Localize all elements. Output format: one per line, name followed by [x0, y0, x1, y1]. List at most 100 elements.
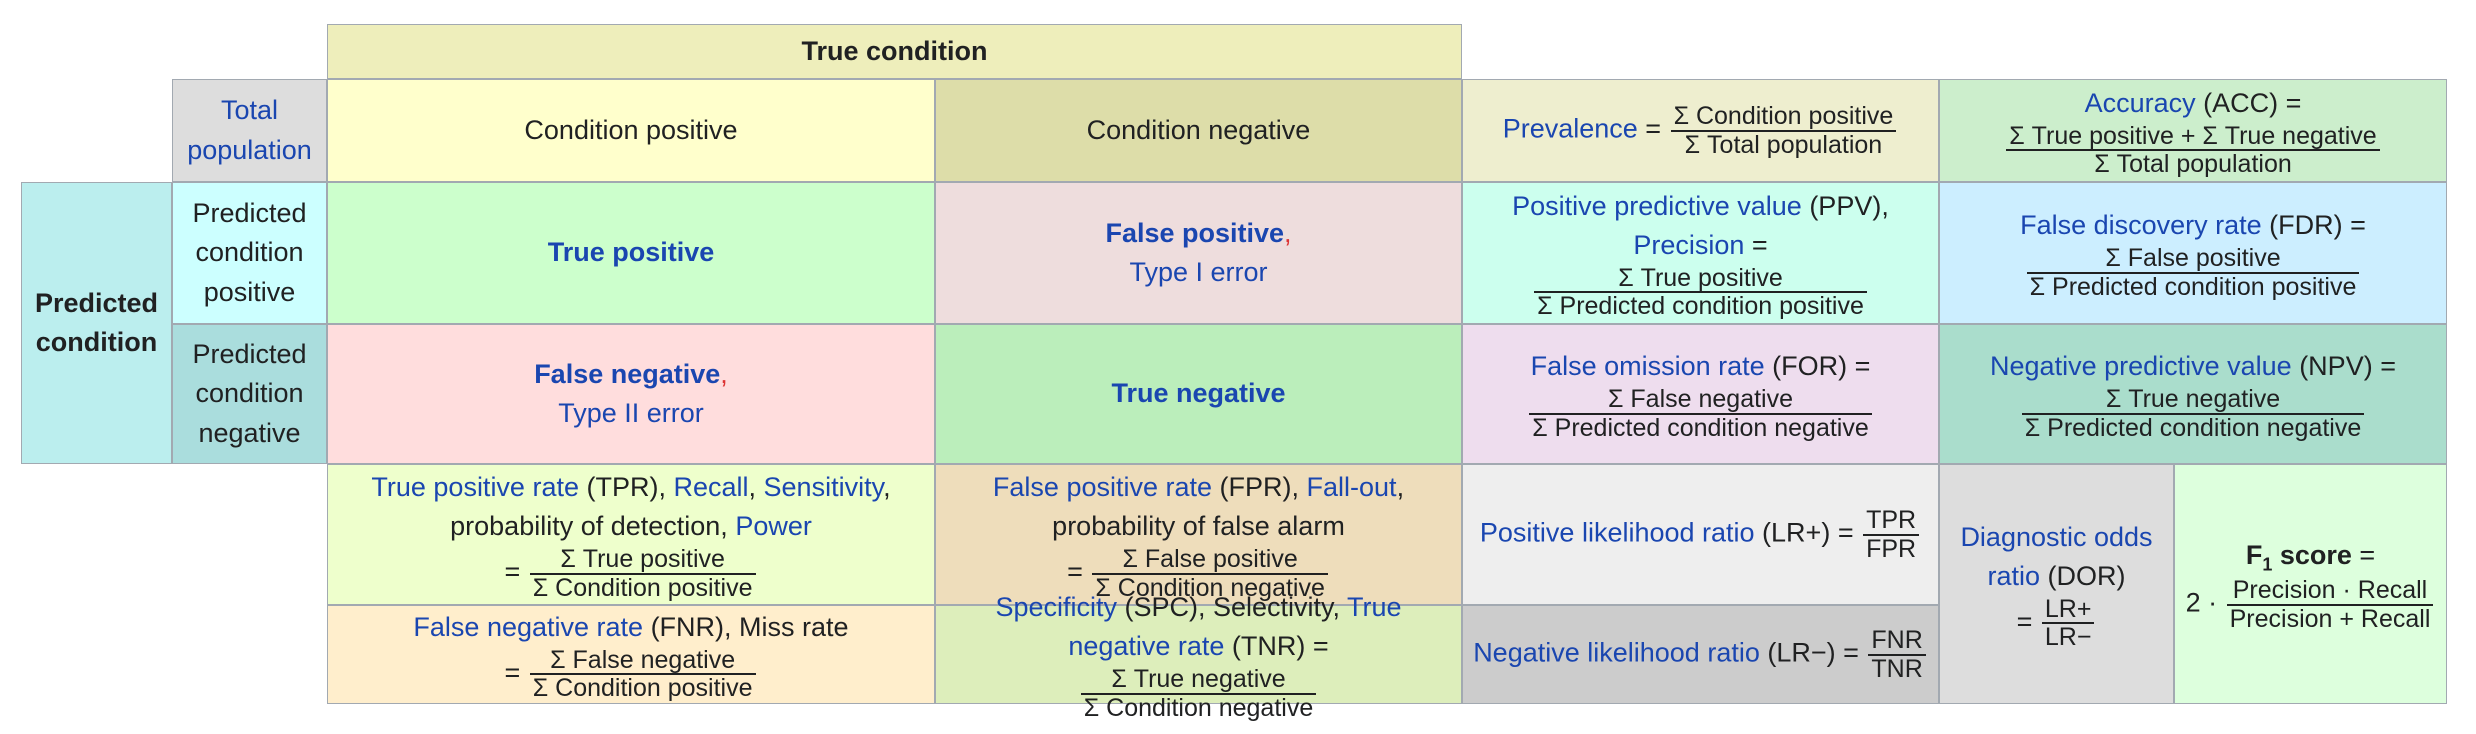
cell-line: Precision =	[1633, 226, 1767, 265]
denominator: Σ Condition negative	[1083, 693, 1314, 722]
cell-line: probability of false alarm	[1052, 507, 1345, 546]
table-cell: Negative predictive value (NPV) = Σ True …	[1939, 324, 2447, 464]
cell-line: Diagnostic odds ratio (DOR)	[1950, 518, 2163, 596]
text: (LR−) =	[1759, 637, 1867, 668]
text: Condition negative	[1086, 114, 1311, 145]
denominator: Σ Condition negative	[1095, 573, 1325, 602]
cell-line: Σ True positive + Σ True negative Σ Total…	[2004, 123, 2381, 179]
cell-line: Σ True positive Σ Predicted condition pos…	[1532, 265, 1869, 319]
numerator: Σ False negative	[529, 647, 756, 676]
cell-line: = Σ True positive Σ Condition positive	[504, 546, 757, 601]
numerator: Σ True positive	[529, 546, 756, 575]
cell-line: False discovery rate (FDR) =	[2020, 206, 2366, 245]
cell-line: False negative,	[534, 355, 728, 394]
text: (LR+) =	[1754, 517, 1862, 548]
fraction: Σ False negative Σ Predicted condition ne…	[1529, 386, 1872, 441]
numerator: Σ False positive	[1092, 546, 1328, 575]
cell-line: False omission rate (FOR) =	[1531, 347, 1871, 386]
fraction: Σ True negative Σ Predicted condition neg…	[2021, 386, 2365, 441]
link[interactable]: Type I error	[1129, 257, 1268, 287]
fraction: Σ False positive Σ Condition negative	[1092, 546, 1328, 601]
link[interactable]: False negative rate	[413, 611, 644, 642]
cell-line: Negative predictive value (NPV) =	[1990, 347, 2396, 386]
link[interactable]: Precision	[1633, 229, 1745, 260]
table-cell: False positive, Type I error	[935, 182, 1462, 324]
link[interactable]: Sensitivity	[763, 472, 884, 503]
fraction: Σ False negative Σ Condition positive	[529, 647, 756, 701]
numerator: Precision · Recall	[2226, 577, 2434, 606]
fraction: Σ True positive Σ Condition positive	[529, 546, 756, 601]
cell-line: False positive rate (FPR), Fall-out,	[993, 468, 1404, 507]
link[interactable]: Power	[735, 511, 812, 542]
numerator: LR+	[2041, 596, 2095, 625]
cell-line: Type I error	[1129, 253, 1267, 292]
table-cell: Diagnostic odds ratio (DOR) = LR+ LR−	[1939, 464, 2174, 704]
link[interactable]: True positive	[547, 237, 715, 268]
table-cell: False negative rate (FNR), Miss rate = Σ …	[327, 605, 935, 704]
text: 2 ·	[2185, 587, 2225, 618]
link[interactable]: True negative rate	[1068, 592, 1402, 662]
link[interactable]: True positive rate	[371, 472, 579, 503]
link[interactable]: Type II error	[558, 398, 704, 428]
numerator: FNR	[1868, 627, 1926, 656]
link[interactable]: Prevalence	[1502, 113, 1638, 144]
text: =	[2351, 540, 2376, 570]
cell-line: True condition	[802, 32, 988, 71]
table-cell: True condition	[327, 24, 1462, 79]
link[interactable]: False discovery rate	[2020, 210, 2262, 241]
cell-line: F1 score =	[2246, 536, 2375, 577]
link[interactable]: True negative	[1111, 378, 1286, 409]
text: Predicted condition	[34, 287, 159, 357]
denominator: Σ Predicted condition negative	[1532, 413, 1869, 442]
text: Condition positive	[524, 114, 738, 145]
text: probability of false alarm	[1052, 511, 1345, 542]
cell-line: Σ True negative Σ Predicted condition neg…	[2020, 386, 2367, 441]
cell-line: Total population	[183, 91, 316, 169]
table-cell: Positive likelihood ratio (LR+) = TPR FPR	[1462, 464, 1939, 605]
link[interactable]: False negative	[534, 358, 721, 389]
link[interactable]: Specificity	[995, 592, 1117, 623]
cell-line: probability of detection, Power	[450, 507, 812, 546]
link[interactable]: Positive likelihood ratio	[1479, 517, 1755, 548]
link[interactable]: Total population	[187, 95, 312, 165]
text: (PPV),	[1801, 190, 1889, 221]
link[interactable]: Fall-out	[1306, 472, 1397, 503]
link[interactable]: Recall	[673, 472, 749, 503]
link[interactable]: Negative likelihood ratio	[1473, 637, 1760, 668]
cell-line: Predicted condition	[32, 284, 161, 362]
link[interactable]: Diagnostic odds ratio	[1960, 521, 2153, 591]
table-cell: Accuracy (ACC) = Σ True positive + Σ True…	[1939, 79, 2447, 182]
denominator: Σ Total population	[2094, 150, 2292, 179]
text: =	[504, 657, 528, 688]
fraction: FNR TNR	[1868, 627, 1926, 682]
link[interactable]: Accuracy	[2084, 87, 2196, 118]
link[interactable]: Negative predictive value	[1990, 351, 2292, 382]
numerator: TPR	[1863, 507, 1920, 536]
text: True condition	[801, 35, 988, 66]
link[interactable]: False positive rate	[992, 472, 1213, 503]
cell-line: True positive rate (TPR), Recall, Sensit…	[371, 468, 890, 507]
numerator: Σ Condition positive	[1670, 103, 1897, 132]
text: (TNR) =	[1224, 631, 1329, 662]
text: probability of detection,	[450, 511, 736, 542]
cell-line: Negative likelihood ratio (LR−) = FNR TNR	[1473, 627, 1928, 682]
table-cell: Condition positive	[327, 79, 935, 182]
link[interactable]: False positive	[1105, 217, 1285, 248]
text: ,	[1284, 217, 1292, 248]
link[interactable]: Positive predictive value	[1512, 190, 1802, 221]
text: (NPV) =	[2291, 351, 2396, 382]
link[interactable]: False omission rate	[1530, 351, 1765, 382]
fraction: Σ True negative Σ Condition negative	[1080, 666, 1317, 722]
cell-line: Positive likelihood ratio (LR+) = TPR FPR	[1480, 507, 1921, 562]
cell-line: Accuracy (ACC) =	[2085, 84, 2302, 123]
text: ,	[883, 472, 891, 503]
table-cell: False positive rate (FPR), Fall-out, prob…	[935, 464, 1462, 605]
cell-line: Predicted condition positive	[183, 194, 316, 311]
table-cell: Condition negative	[935, 79, 1462, 182]
denominator: FPR	[1866, 534, 1917, 563]
table-cell: Predicted condition	[21, 182, 172, 464]
text: (SPC), Selectivity,	[1116, 592, 1348, 623]
text: ,	[720, 358, 728, 389]
cell-line: Specificity (SPC), Selectivity, True neg…	[946, 588, 1451, 721]
text: =	[1067, 556, 1091, 587]
